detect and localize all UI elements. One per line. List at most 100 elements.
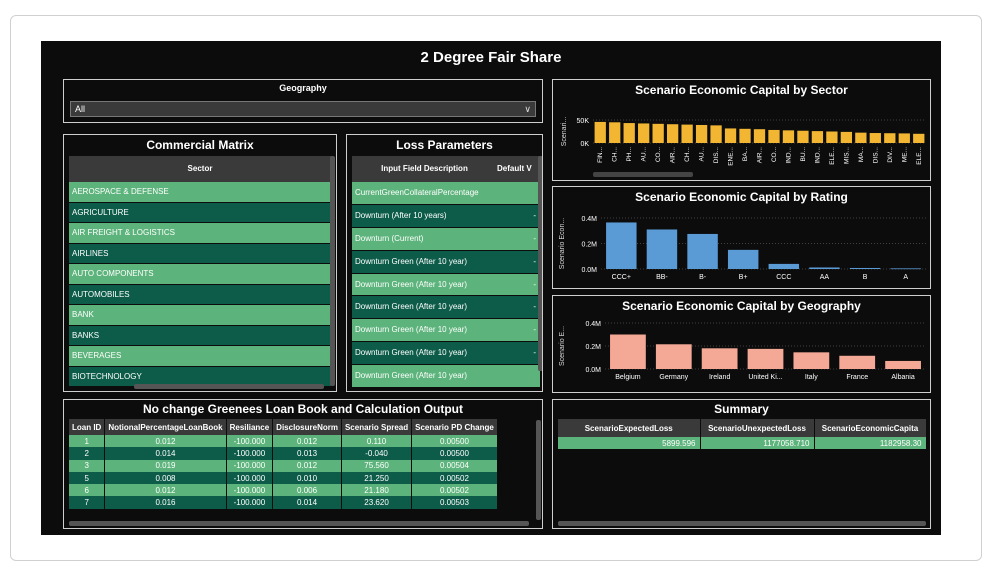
list-item[interactable]: AEROSPACE & DEFENSE	[69, 182, 331, 203]
table-cell: 0.00502	[411, 471, 498, 485]
bar[interactable]	[869, 133, 881, 143]
bar[interactable]	[610, 334, 646, 370]
bar[interactable]	[747, 348, 784, 369]
column-header[interactable]: Resiliance	[226, 419, 274, 435]
bar[interactable]	[724, 128, 737, 143]
x-tick-label: B-	[699, 274, 707, 281]
rating-chart-panel: Scenario Economic Capital by Rating Scen…	[552, 186, 931, 289]
horizontal-scrollbar[interactable]	[69, 521, 529, 526]
list-item[interactable]: CurrentGreenCollateralPercentage	[352, 182, 540, 205]
sector-column-header[interactable]: Sector	[69, 156, 331, 182]
table-row[interactable]: 2 0.014 -100.000 0.013 -0.040 0.00500	[69, 447, 498, 460]
bar[interactable]	[727, 249, 759, 269]
sector-chart-title: Scenario Economic Capital by Sector	[635, 83, 848, 97]
bar[interactable]	[884, 133, 896, 143]
bar[interactable]	[606, 222, 637, 269]
bar[interactable]	[826, 131, 838, 144]
bar[interactable]	[681, 124, 693, 143]
list-item[interactable]: Downturn Green (After 10 year) -	[352, 273, 540, 297]
list-item[interactable]: AIR FREIGHT & LOGISTICS	[69, 223, 331, 244]
list-item[interactable]: Downturn Green (After 10 year)	[352, 365, 540, 389]
bar[interactable]	[809, 267, 840, 269]
column-header[interactable]: DisclosureNorm	[272, 419, 342, 435]
input-field-description-header[interactable]: Input Field Description	[381, 164, 468, 173]
bar[interactable]	[913, 133, 925, 143]
bar[interactable]	[793, 352, 830, 369]
bar[interactable]	[666, 124, 679, 143]
x-tick-label: B+	[739, 274, 748, 281]
column-header[interactable]: ScenarioUnexpectedLoss	[700, 419, 815, 437]
y-tick-label: 0.2M	[585, 344, 601, 351]
table-cell: -100.000	[226, 484, 274, 497]
table-row[interactable]: 5 0.008 -100.000 0.010 21.250 0.00502	[69, 471, 498, 485]
table-cell: 0.016	[104, 496, 227, 509]
bar[interactable]	[840, 131, 853, 143]
list-item[interactable]: Downturn Green (After 10 year) -	[352, 342, 540, 366]
horizontal-scrollbar[interactable]	[558, 521, 926, 526]
list-item[interactable]: AIRLINES	[69, 243, 331, 264]
table-row[interactable]: 1 0.012 -100.000 0.012 0.110 0.00500	[69, 435, 498, 448]
vertical-scrollbar[interactable]	[330, 156, 335, 386]
bar[interactable]	[655, 344, 692, 369]
table-cell: 0.012	[272, 459, 342, 472]
vertical-scrollbar[interactable]	[536, 420, 541, 520]
list-item[interactable]: Downturn Green (After 10 year) -	[352, 296, 540, 320]
bar[interactable]	[855, 132, 867, 143]
column-header[interactable]: ScenarioEconomicCapita	[814, 419, 927, 437]
bar[interactable]	[701, 348, 738, 369]
bar[interactable]	[811, 131, 824, 143]
bar[interactable]	[652, 123, 664, 143]
column-header[interactable]: NotionalPercentageLoanBook	[104, 419, 227, 435]
bar[interactable]	[594, 121, 606, 143]
horizontal-scrollbar[interactable]	[134, 384, 324, 389]
geography-bar-chart: Scenario E... 0.4M 0.2M 0.0M Belgium Germany I…	[559, 321, 926, 381]
y-tick-label: 0.2M	[581, 242, 597, 249]
bar[interactable]	[646, 229, 678, 269]
default-value-header[interactable]: Default V	[497, 164, 532, 173]
table-cell: 0.110	[341, 435, 413, 448]
list-item[interactable]: Downturn (Current) -	[352, 227, 540, 251]
table-row[interactable]: 6 0.012 -100.000 0.006 21.180 0.00502	[69, 484, 498, 497]
column-header[interactable]: ScenarioExpectedLoss	[558, 419, 701, 437]
column-header[interactable]: Scenario PD Change	[411, 419, 498, 435]
bar[interactable]	[695, 124, 708, 143]
y-tick-label: 0K	[580, 141, 589, 148]
list-item[interactable]: BEVERAGES	[69, 346, 331, 367]
bar[interactable]	[609, 122, 621, 143]
list-item[interactable]: Downturn (After 10 years) -	[352, 204, 540, 228]
chevron-down-icon[interactable]: ∨	[524, 104, 531, 114]
list-item[interactable]: AUTOMOBILES	[69, 284, 331, 305]
bar[interactable]	[797, 130, 809, 143]
table-cell: 7	[69, 496, 106, 509]
table-row[interactable]: 5899.596 1177058.710 1182958.30	[558, 437, 927, 450]
bar[interactable]	[739, 128, 751, 143]
bar[interactable]	[687, 233, 718, 269]
list-item[interactable]: AUTO COMPONENTS	[69, 264, 331, 285]
bar[interactable]	[710, 125, 722, 143]
bar[interactable]	[849, 267, 881, 269]
table-row[interactable]: 3 0.019 -100.000 0.012 75.560 0.00504	[69, 459, 498, 472]
bar[interactable]	[753, 129, 766, 143]
bar[interactable]	[768, 129, 780, 143]
bar[interactable]	[768, 263, 800, 269]
list-item[interactable]: BANKS	[69, 325, 331, 346]
list-item[interactable]: BANK	[69, 305, 331, 326]
bar[interactable]	[623, 123, 635, 143]
bar[interactable]	[898, 133, 910, 143]
horizontal-scrollbar[interactable]	[593, 172, 693, 177]
list-item[interactable]: Downturn Green (After 10 year) -	[352, 319, 540, 343]
bar[interactable]	[890, 268, 921, 270]
bar[interactable]	[638, 123, 650, 143]
column-header[interactable]: Loan ID	[69, 419, 106, 435]
vertical-scrollbar[interactable]	[538, 156, 542, 371]
list-item[interactable]: AGRICULTURE	[69, 202, 331, 223]
bar[interactable]	[839, 355, 876, 369]
summary-panel: Summary ScenarioExpectedLoss ScenarioUnex…	[552, 399, 931, 529]
column-header[interactable]: Scenario Spread	[341, 419, 413, 435]
list-item[interactable]: Downturn Green (After 10 year) -	[352, 250, 540, 274]
table-cell: 1	[69, 435, 106, 448]
bar[interactable]	[885, 360, 921, 369]
bar[interactable]	[782, 130, 795, 143]
table-row[interactable]: 7 0.016 -100.000 0.014 23.620 0.00503	[69, 496, 498, 509]
geography-dropdown[interactable]: All ∨	[70, 101, 536, 117]
